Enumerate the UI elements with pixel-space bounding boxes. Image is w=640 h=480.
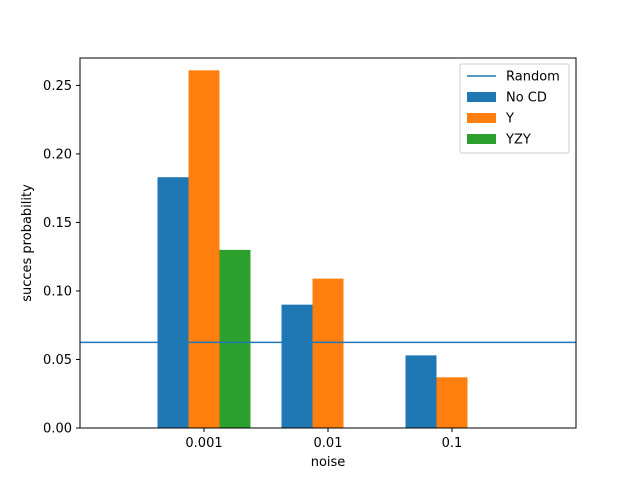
bar-y-0.01 (312, 278, 344, 428)
bar-no-cd-0.01 (281, 304, 313, 428)
y-tick-label: 0.15 (43, 216, 72, 231)
legend-patch-swatch (467, 134, 496, 144)
x-axis: 0.001 0.01 0.1 (185, 428, 462, 451)
bar-y-0.1 (436, 377, 468, 428)
bar-yzy-0.001 (219, 249, 251, 428)
y-axis: 0.00 0.05 0.10 0.15 0.20 0.25 (43, 79, 80, 437)
y-tick-label: 0.05 (43, 353, 72, 368)
y-tick-label: 0.10 (43, 284, 72, 299)
legend-patch-swatch (467, 92, 496, 102)
bars-group (157, 70, 468, 428)
legend-label: Y (505, 112, 514, 127)
y-axis-label: succes probability (20, 184, 35, 302)
legend-label: Random (506, 70, 560, 85)
y-tick-label: 0.25 (43, 79, 72, 94)
bar-no-cd-0.1 (405, 355, 437, 428)
x-tick-label: 0.01 (314, 436, 343, 451)
x-axis-label: noise (311, 455, 346, 470)
x-tick-label: 0.1 (442, 436, 463, 451)
y-tick-label: 0.00 (43, 422, 72, 437)
legend-box (459, 63, 570, 154)
legend-patch-swatch (467, 113, 496, 123)
bar-no-cd-0.001 (157, 177, 189, 428)
x-tick-label: 0.001 (185, 436, 222, 451)
y-tick-label: 0.20 (43, 147, 72, 162)
legend-label: No CD (506, 91, 547, 106)
bar-y-0.001 (188, 70, 220, 428)
legend: Random No CD Y YZY (459, 63, 570, 154)
legend-label: YZY (505, 133, 531, 148)
